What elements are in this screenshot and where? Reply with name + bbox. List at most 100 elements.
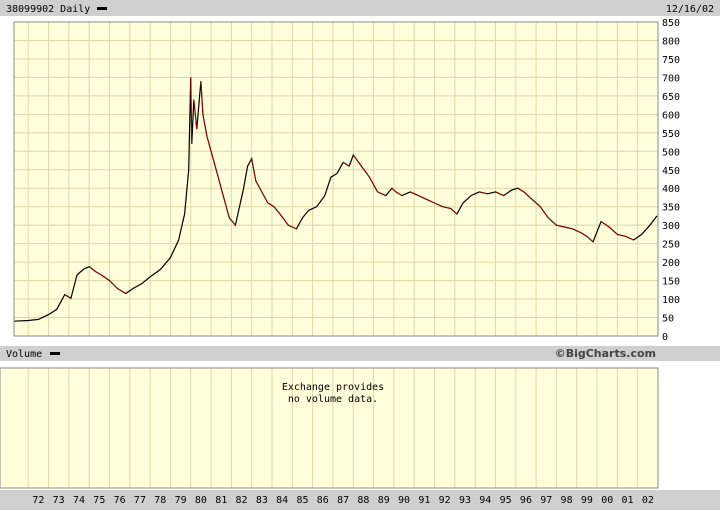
bigcharts-watermark: ©BigCharts.com — [555, 347, 656, 360]
price-panel-border — [13, 21, 659, 337]
symbol-label: 38099902 Daily — [6, 4, 90, 15]
x-tick-label: 89 — [378, 495, 390, 506]
y-tick-label: 200 — [662, 258, 680, 269]
price-down-segment — [210, 151, 218, 174]
y-tick-label: 400 — [662, 184, 680, 195]
y-tick-label: 50 — [662, 314, 674, 325]
y-tick-label: 500 — [662, 147, 680, 158]
price-down-segment — [216, 173, 224, 196]
price-down-segment — [352, 154, 362, 167]
price-down-segment — [288, 224, 297, 230]
price-down-segment — [517, 187, 525, 193]
price-grid — [14, 21, 658, 337]
price-down-segment — [64, 294, 72, 299]
x-tick-label: 78 — [154, 495, 166, 506]
x-tick-label: 72 — [32, 495, 44, 506]
price-down-segment — [395, 191, 403, 196]
price-down-segment — [539, 206, 549, 219]
price-down-segment — [450, 208, 458, 215]
y-tick-label: 650 — [662, 92, 680, 103]
x-tick-label: 73 — [53, 495, 65, 506]
price-down-segment — [228, 217, 236, 226]
x-tick-label: 85 — [296, 495, 308, 506]
price-down-segment — [101, 274, 110, 281]
x-tick-label: 86 — [317, 495, 329, 506]
volume-label-bar — [0, 346, 720, 361]
price-down-segment — [548, 217, 557, 226]
price-down-segment — [418, 195, 427, 200]
x-tick-label: 80 — [195, 495, 207, 506]
y-axis: 8508007507006506005505004504003503002502… — [662, 18, 680, 343]
price-down-segment — [410, 191, 419, 196]
x-axis-bar — [0, 490, 720, 510]
price-series — [13, 77, 658, 322]
y-tick-label: 150 — [662, 277, 680, 288]
y-tick-label: 700 — [662, 73, 680, 84]
x-tick-label: 77 — [134, 495, 146, 506]
volume-label: Volume — [6, 349, 42, 360]
y-tick-label: 600 — [662, 110, 680, 121]
y-tick-label: 800 — [662, 36, 680, 47]
x-tick-label: 96 — [520, 495, 532, 506]
x-tick-label: 91 — [418, 495, 430, 506]
x-tick-label: 79 — [175, 495, 187, 506]
x-tick-label: 95 — [500, 495, 512, 506]
header-date: 12/16/02 — [666, 4, 714, 15]
price-down-segment — [361, 165, 370, 178]
price-down-segment — [600, 221, 610, 228]
price-down-segment — [255, 180, 263, 193]
price-down-segment — [617, 234, 626, 237]
price-down-segment — [523, 191, 533, 200]
price-down-segment — [267, 202, 275, 208]
x-tick-label: 94 — [479, 495, 491, 506]
no-volume-line-2: no volume data. — [288, 394, 378, 405]
x-tick-label: 02 — [642, 495, 654, 506]
x-tick-label: 74 — [73, 495, 85, 506]
y-tick-label: 350 — [662, 203, 680, 214]
y-tick-label: 0 — [662, 332, 668, 343]
price-down-segment — [625, 235, 634, 241]
price-down-segment — [391, 187, 397, 193]
header-bar — [0, 0, 720, 16]
x-tick-label: 97 — [540, 495, 552, 506]
price-down-segment — [556, 224, 565, 228]
symbol-legend-swatch — [97, 7, 107, 10]
price-down-segment — [222, 195, 230, 218]
price-down-segment — [434, 202, 443, 208]
price-down-segment — [564, 226, 573, 230]
x-tick-label: 81 — [215, 495, 227, 506]
price-down-segment — [279, 213, 289, 226]
price-down-segment — [109, 280, 118, 289]
x-tick-label: 88 — [357, 495, 369, 506]
y-tick-label: 100 — [662, 295, 680, 306]
x-tick-label: 90 — [398, 495, 410, 506]
price-down-segment — [95, 271, 102, 276]
price-down-segment — [531, 199, 541, 207]
x-tick-label: 82 — [236, 495, 248, 506]
price-down-segment — [206, 136, 212, 152]
price-down-segment — [580, 232, 588, 237]
price-down-segment — [572, 228, 581, 233]
price-down-segment — [369, 177, 378, 193]
price-down-segment — [442, 206, 451, 209]
x-tick-label: 76 — [114, 495, 126, 506]
price-down-segment — [202, 114, 208, 137]
price-down-segment — [261, 191, 269, 204]
price-down-segment — [495, 191, 504, 196]
x-tick-label: 01 — [622, 495, 634, 506]
x-tick-label: 93 — [459, 495, 471, 506]
y-tick-label: 300 — [662, 221, 680, 232]
x-tick-label: 75 — [93, 495, 105, 506]
price-down-segment — [190, 77, 193, 144]
price-down-segment — [117, 288, 126, 294]
price-down-segment — [251, 158, 257, 181]
price-down-segment — [88, 266, 96, 272]
price-down-segment — [200, 81, 204, 115]
y-tick-label: 550 — [662, 129, 680, 140]
volume-legend-swatch — [50, 352, 60, 355]
x-tick-label: 99 — [581, 495, 593, 506]
y-tick-label: 850 — [662, 18, 680, 29]
volume-panel-border — [0, 367, 659, 489]
price-down-segment — [342, 162, 350, 167]
